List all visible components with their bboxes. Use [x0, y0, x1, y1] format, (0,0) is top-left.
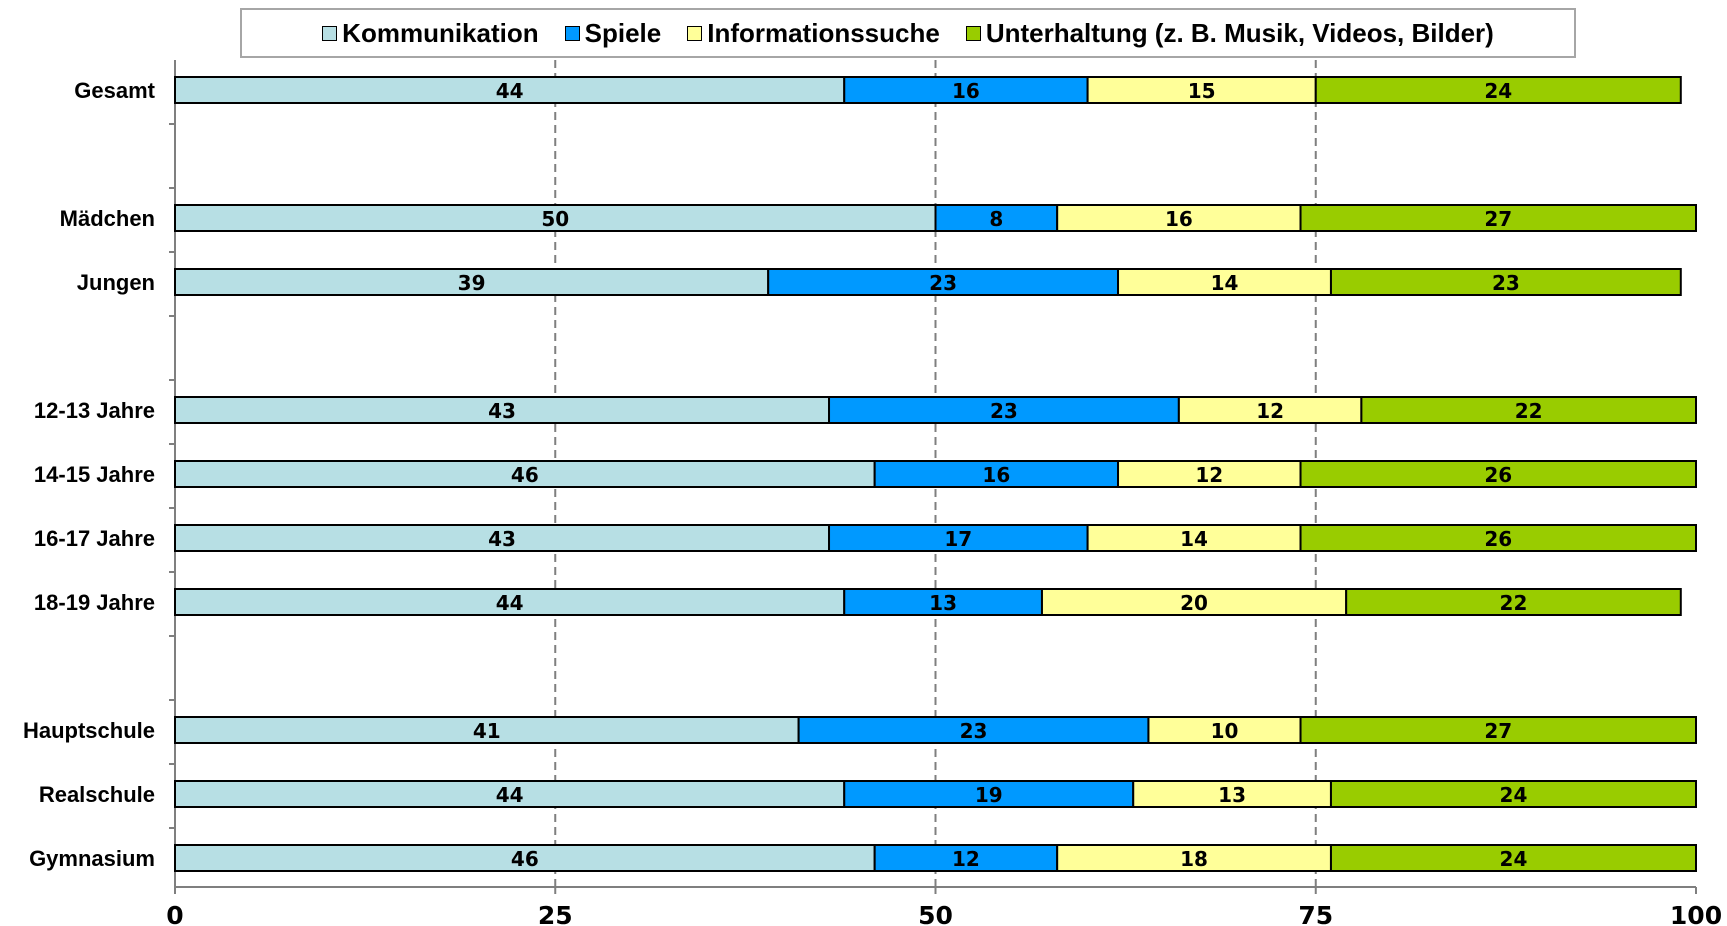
data-label: 10 — [1211, 719, 1239, 743]
legend-swatch-unterhaltung — [965, 25, 981, 41]
data-label: 27 — [1484, 719, 1512, 743]
legend-label-kommunikation: Kommunikation — [342, 17, 539, 48]
legend-item-spiele: Spiele — [564, 17, 662, 49]
bar-segment — [873, 460, 1120, 488]
bar-segment — [797, 716, 1150, 744]
data-label: 24 — [1500, 847, 1528, 871]
bar-segment — [1056, 844, 1332, 872]
data-label: 27 — [1484, 207, 1512, 231]
bar-segment — [174, 460, 876, 488]
bar-segment — [1360, 396, 1697, 424]
bar-segment — [828, 396, 1180, 424]
category-label: Gesamt — [74, 78, 155, 103]
data-label: 23 — [960, 719, 988, 743]
category-label: 14-15 Jahre — [34, 462, 155, 487]
bar-segment — [843, 76, 1089, 104]
bar-segment — [1329, 780, 1697, 808]
x-tick-label: 100 — [1670, 901, 1722, 926]
data-label: 22 — [1500, 591, 1528, 615]
data-label: 23 — [990, 399, 1018, 423]
data-label: 16 — [1165, 207, 1193, 231]
x-tick-label: 50 — [918, 901, 953, 926]
bar-segment — [174, 396, 831, 424]
legend-item-informationssuche: Informationssuche — [687, 18, 940, 49]
data-label: 19 — [975, 783, 1003, 807]
bar-segment — [1329, 844, 1697, 872]
data-label: 46 — [511, 463, 539, 487]
data-label: 24 — [1484, 79, 1512, 103]
bar-segment — [1299, 204, 1698, 232]
data-label: 46 — [511, 847, 539, 871]
bar-segment — [1086, 76, 1317, 104]
bar-segment — [174, 844, 876, 872]
x-tick-label: 0 — [166, 901, 183, 926]
data-label: 20 — [1180, 591, 1208, 615]
category-label: Gymnasium — [29, 846, 155, 871]
bar-segment — [1299, 524, 1698, 552]
data-label: 14 — [1180, 527, 1208, 551]
data-label: 12 — [1256, 399, 1284, 423]
legend-swatch-informationssuche — [687, 25, 703, 41]
data-label: 50 — [541, 207, 569, 231]
bar-segment — [1086, 524, 1302, 552]
bar-segment — [1299, 716, 1698, 744]
data-label: 23 — [1492, 271, 1520, 295]
x-tick-label: 75 — [1298, 901, 1333, 926]
data-label: 44 — [496, 79, 524, 103]
data-label: 8 — [989, 207, 1003, 231]
bar-segment — [174, 76, 846, 104]
bar-segment — [174, 588, 846, 616]
bar-segment — [174, 524, 831, 552]
data-label: 18 — [1180, 847, 1208, 871]
chart-legend: Kommunikation Spiele Informationssuche U… — [240, 8, 1576, 58]
bar-segment — [1132, 780, 1332, 808]
data-label: 12 — [952, 847, 980, 871]
data-label: 13 — [929, 591, 957, 615]
bar-segment — [1299, 460, 1698, 488]
bar-segment — [1314, 76, 1682, 104]
data-label: 44 — [496, 591, 524, 615]
data-label: 24 — [1500, 783, 1528, 807]
bar-segment — [1345, 588, 1682, 616]
legend-swatch-kommunikation — [322, 25, 338, 41]
category-label: Hauptschule — [23, 718, 155, 743]
data-label: 12 — [1195, 463, 1223, 487]
data-label: 15 — [1188, 79, 1216, 103]
category-label: 12-13 Jahre — [34, 398, 155, 423]
legend-swatch-spiele — [564, 25, 580, 41]
data-label: 44 — [496, 783, 524, 807]
legend-label-informationssuche: Informationssuche — [707, 17, 940, 48]
data-label: 43 — [488, 399, 516, 423]
category-label: 16-17 Jahre — [34, 526, 155, 551]
data-label: 23 — [929, 271, 957, 295]
category-label: Realschule — [39, 782, 155, 807]
data-label: 26 — [1484, 527, 1512, 551]
data-label: 17 — [944, 527, 972, 551]
bar-segment — [1329, 268, 1682, 296]
legend-item-kommunikation: Kommunikation — [322, 17, 539, 49]
data-label: 13 — [1218, 783, 1246, 807]
data-label: 14 — [1211, 271, 1239, 295]
legend-label-spiele: Spiele — [584, 17, 662, 48]
legend-item-unterhaltung: Unterhaltung (z. B. Musik, Videos, Bilde… — [965, 17, 1494, 49]
category-label: 18-19 Jahre — [34, 590, 155, 615]
data-label: 16 — [982, 463, 1010, 487]
legend-label-unterhaltung: Unterhaltung (z. B. Musik, Videos, Bilde… — [985, 17, 1494, 48]
data-label: 22 — [1515, 399, 1543, 423]
bar-segment — [843, 588, 1043, 616]
category-label: Mädchen — [60, 206, 155, 231]
bar-segment — [1117, 460, 1302, 488]
bar-segment — [1056, 204, 1302, 232]
data-label: 26 — [1484, 463, 1512, 487]
data-label: 16 — [952, 79, 980, 103]
category-label: Jungen — [77, 270, 155, 295]
x-tick-label: 25 — [538, 901, 573, 926]
data-label: 43 — [488, 527, 516, 551]
data-label: 41 — [473, 719, 501, 743]
bar-segment — [1147, 716, 1302, 744]
data-label: 39 — [458, 271, 486, 295]
